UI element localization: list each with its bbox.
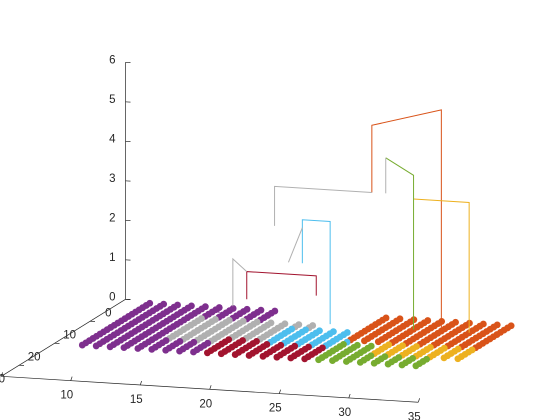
y-axis-line: [1, 299, 126, 377]
dendrogram-link: [246, 271, 317, 300]
point-green: [398, 361, 406, 369]
z-tick-label: 6: [109, 54, 115, 66]
x-tick-mark: [348, 393, 351, 399]
point-green: [329, 357, 336, 365]
point-purple: [162, 346, 170, 354]
point-yellow: [454, 355, 462, 363]
point-orange: [361, 337, 368, 345]
z-tick-label: 2: [109, 212, 115, 224]
x-tick-label: 10: [60, 390, 73, 402]
x-tick-mark: [0, 372, 3, 377]
point-green: [356, 358, 364, 366]
x-tick-label: 30: [338, 407, 351, 419]
point-yellow: [440, 354, 448, 362]
dendrogram-link: [413, 198, 470, 333]
z-tick-label: 4: [109, 133, 116, 145]
dendrogram-link: [287, 227, 303, 263]
point-red: [287, 354, 295, 362]
x-tick-label: 15: [130, 394, 143, 406]
point-purple: [92, 342, 100, 350]
point-red: [245, 352, 253, 359]
point-green: [412, 362, 420, 370]
point-green: [315, 356, 322, 364]
point-red: [204, 349, 211, 357]
z-tick-label: 5: [109, 94, 115, 106]
y-tick-label: 10: [63, 329, 76, 341]
dendrogram-link: [371, 109, 442, 332]
point-purple: [120, 344, 128, 352]
x-tick-label: 35: [408, 411, 421, 420]
x-tick-mark: [417, 398, 420, 403]
point-orange: [374, 338, 382, 346]
point-purple: [134, 345, 142, 352]
point-purple: [176, 347, 184, 355]
point-red: [231, 351, 239, 358]
point-green: [370, 359, 378, 367]
point-green: [343, 358, 350, 365]
dendrogram-link: [232, 257, 248, 307]
x-tick-mark: [139, 380, 142, 386]
dendrogram-link: [301, 219, 331, 325]
z-tick-label: 1: [109, 252, 115, 264]
point-red: [273, 353, 281, 361]
point-purple: [106, 343, 114, 351]
point-purple: [78, 341, 86, 349]
axes: 012345601020305101520253035: [0, 54, 421, 420]
z-tick-label: 0: [109, 291, 115, 303]
z-tick-label: 3: [109, 173, 115, 185]
dendrogram-link: [274, 185, 372, 226]
point-green: [384, 360, 392, 368]
dendrogram-lines: [218, 109, 470, 333]
y-tick-label: 30: [0, 373, 5, 385]
point-purple: [148, 345, 156, 353]
point-red: [301, 355, 309, 363]
x-tick-mark: [278, 389, 281, 394]
point-purple: [190, 348, 197, 356]
point-red: [217, 350, 225, 358]
x-tick-mark: [209, 385, 212, 390]
y-tick-label: 0: [105, 307, 111, 319]
cluster-points: [78, 299, 515, 370]
point-red: [259, 352, 267, 360]
x-tick-mark: [70, 376, 73, 381]
dendrogram-link: [385, 157, 415, 330]
x-tick-label: 25: [269, 403, 282, 415]
x-tick-label: 20: [199, 398, 212, 410]
y-tick-label: 20: [28, 351, 41, 363]
